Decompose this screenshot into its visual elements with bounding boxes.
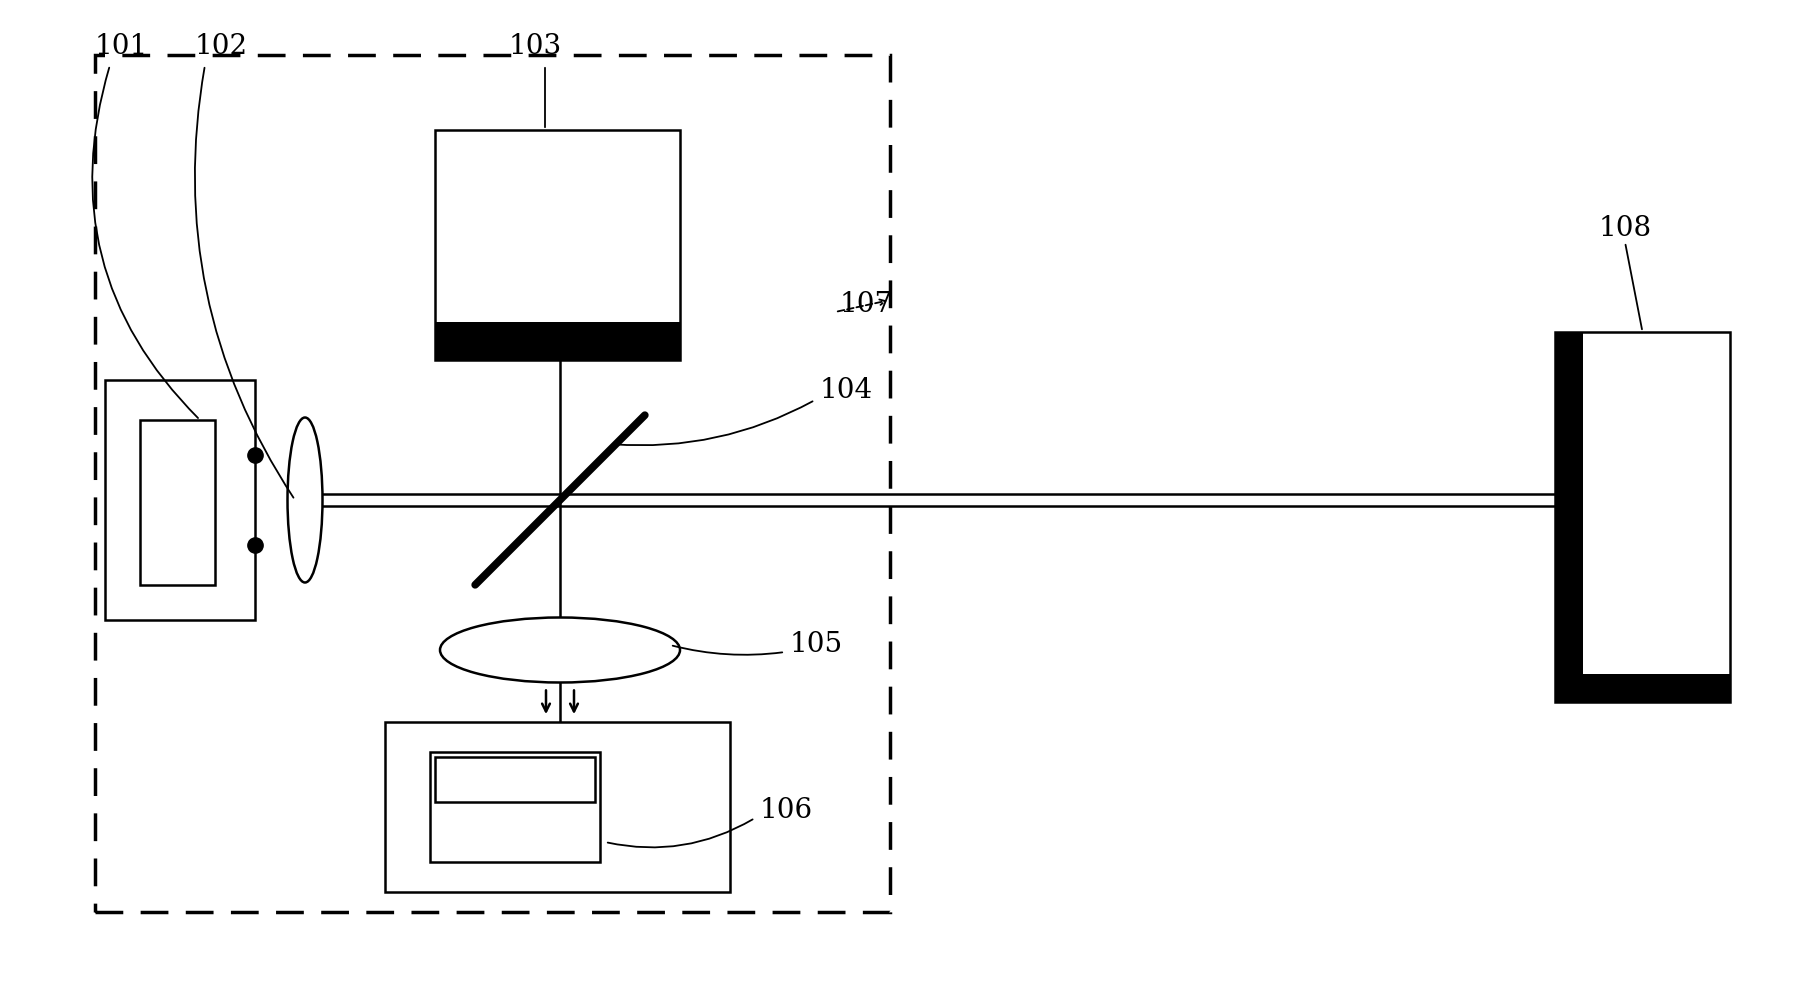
Text: 103: 103 [508,33,561,60]
Text: 102: 102 [194,33,249,60]
Text: 106: 106 [760,796,813,824]
Ellipse shape [287,418,323,582]
Ellipse shape [439,617,680,682]
Bar [94,55,889,912]
Bar [105,380,254,620]
Text: 108: 108 [1598,215,1651,242]
Bar [435,757,595,802]
Bar [1555,332,1729,702]
Bar [435,130,680,360]
Bar [1555,332,1582,702]
Text: 105: 105 [789,632,844,658]
Bar [430,752,600,862]
Bar [140,420,214,585]
Bar [435,322,680,360]
Text: 107: 107 [840,292,892,318]
Bar [385,722,729,892]
Bar [1555,674,1729,702]
Text: 101: 101 [94,33,149,60]
Text: 104: 104 [820,376,873,403]
